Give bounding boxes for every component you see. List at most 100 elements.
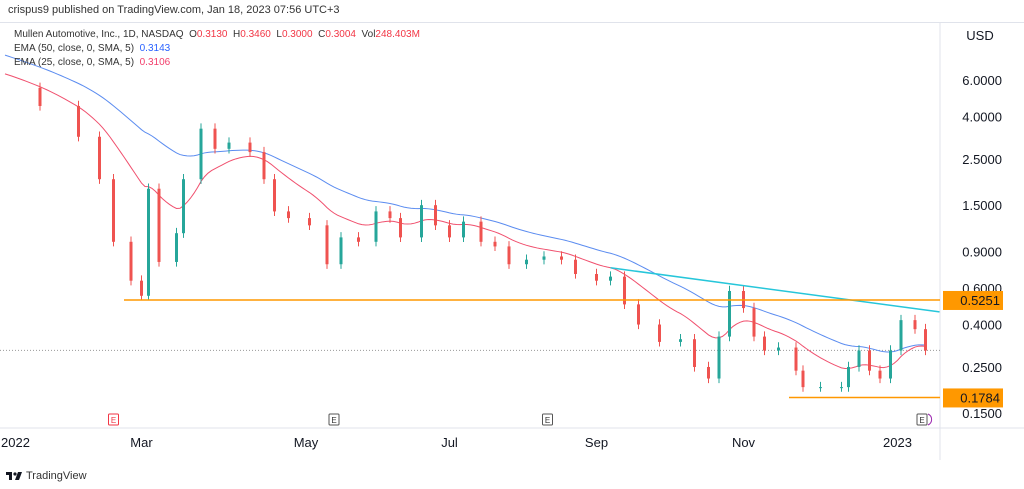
candle-body [77,105,80,137]
earnings-marker-icon: E [542,413,553,426]
ema50-value: 0.3143 [139,43,171,54]
candle-body [840,387,843,389]
earnings-marker-icon: E [916,413,933,426]
close-value: 0.3004 [325,29,356,40]
candle-body [794,347,798,371]
ema50-label: EMA (50, close, 0, SMA, 5) [14,43,135,54]
candle-body [913,320,917,330]
candle-body [420,205,423,238]
tradingview-logo[interactable]: TradingView [6,470,87,482]
x-tick-label: May [294,435,319,450]
candle-body [857,350,861,367]
candle-body [493,241,497,247]
candle-body [717,336,721,379]
volume-value: 248.403M [375,29,420,40]
candle-body [609,276,612,281]
trendline [610,267,940,313]
chart-frame [0,22,1024,461]
candle-body [248,142,252,153]
candle-body [623,276,626,305]
candle-body [847,366,850,388]
candle-body [637,304,640,325]
level-price-label: 0.1784 [960,390,1000,405]
x-tick-label: 2023 [883,435,912,450]
candle-body [213,128,217,149]
candle-body [728,290,731,337]
level-price-badge [943,388,1003,408]
level-price-badge [943,290,1003,310]
earnings-marker-icon: E [328,413,340,426]
candle-body [658,324,661,342]
low-label: L [276,29,282,40]
candle-body [147,188,150,296]
y-tick-label: 0.4000 [962,318,1002,333]
candle-body [199,128,203,180]
earnings-marker-label: E [331,416,336,425]
volume-label: Vol [361,29,376,40]
candle-body [388,211,392,219]
x-tick-label: Sep [585,435,608,450]
ema25-value: 0.3106 [139,57,171,68]
x-tick-label: Nov [732,435,756,450]
x-tick-label: Jul [441,435,458,450]
publisher-caption: crispus9 published on TradingView.com, J… [8,4,340,16]
earnings-marker-box [108,413,119,426]
candle-body [574,259,577,275]
candle-body [98,136,101,180]
candle-body [507,246,511,265]
y-tick-label: 2.5000 [962,152,1002,167]
y-tick-label: 1.5000 [962,198,1002,213]
candle-body [679,339,682,342]
candle-body [129,241,133,281]
candle-body [819,387,822,389]
currency-label: USD [966,28,993,43]
level-price-label: 0.5251 [960,293,1000,308]
candle-body [595,274,598,281]
high-label: H [233,29,241,40]
candle-body [157,188,161,262]
y-tick-label: 6.0000 [962,73,1002,88]
candle-body [752,308,756,337]
candle-body [801,370,805,388]
x-tick-label: Mar [130,435,153,450]
open-value: 0.3130 [196,29,228,40]
ema25-label: EMA (25, close, 0, SMA, 5) [14,57,135,68]
candle-body [374,211,378,242]
earnings-marker-icon: E [108,413,119,426]
candle-body [339,237,343,265]
y-tick-label: 4.0000 [962,110,1002,125]
close-label: C [318,29,326,40]
high-value: 0.3460 [240,29,271,40]
candle-body [878,370,882,379]
candle-body [693,339,696,367]
y-tick-label: 0.2500 [962,360,1002,375]
candle-body [924,329,927,351]
candle-body [140,280,143,296]
candle-body [479,221,483,242]
low-value: 0.3000 [281,29,313,40]
candle-body [357,237,360,242]
candle-body [287,211,290,219]
candle-body [38,87,42,106]
candle-body [542,256,546,260]
earnings-marker-label: E [111,416,116,425]
y-tick-label: 0.9000 [962,244,1002,259]
candle-body [525,259,528,265]
candle-body [262,152,266,180]
chart-legend: Mullen Automotive, Inc., 1D, NASDAQ O0.3… [14,28,420,70]
ema25-line [4,73,926,370]
tradingview-logo-icon [6,472,22,480]
earnings-marker-label: E [545,416,550,425]
candle-body [899,320,903,351]
candle-body [448,225,451,238]
earnings-marker-box [542,413,553,426]
candle-body [868,350,871,371]
earnings-marker-box [916,413,928,426]
tradingview-label: TradingView [26,470,87,482]
earnings-marker-label: E [919,416,924,425]
candle-body [462,221,465,238]
y-tick-label: 0.1500 [962,406,1002,421]
candle-body [707,366,710,379]
candle-body [434,205,437,226]
